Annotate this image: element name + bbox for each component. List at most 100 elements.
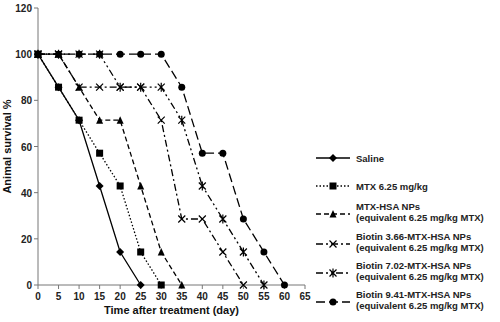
legend-label: Biotin 7.02-MTX-HSA NPs(equivalent 6.25 … [356, 260, 484, 282]
y-tick [34, 8, 38, 9]
marker [199, 150, 206, 157]
legend-label-line: (equivalent 6.25 mg/kg MTX) [356, 271, 484, 282]
marker [137, 51, 144, 58]
marker [137, 83, 144, 92]
legend-label: Biotin 3.66-MTX-HSA NPs(equivalent 6.25 … [356, 231, 484, 253]
marker [76, 50, 83, 59]
x-tick-label: 55 [258, 291, 270, 302]
marker [178, 84, 185, 91]
x-tick-label: 5 [56, 291, 62, 302]
x-axis-label: Time after treatment (day) [104, 304, 239, 316]
legend-label: Saline [356, 153, 384, 164]
marker [178, 281, 185, 289]
y-tick [34, 100, 38, 101]
y-tick [34, 192, 38, 193]
series-line [38, 54, 182, 285]
x-tick [58, 285, 59, 289]
x-tick-label: 25 [135, 291, 147, 302]
x-tick [202, 285, 203, 289]
x-tick-label: 15 [94, 291, 106, 302]
marker [330, 241, 337, 248]
y-tick-label: 80 [21, 95, 33, 106]
marker [55, 83, 63, 91]
marker [55, 51, 62, 58]
x-tick-label: 65 [299, 291, 311, 302]
legend-label: MTX 6.25 mg/kg [356, 181, 428, 192]
marker [117, 51, 124, 58]
y-tick [34, 146, 38, 147]
marker [96, 182, 104, 190]
marker [178, 116, 185, 125]
legend-label-line: Biotin 7.02-MTX-HSA NPs [356, 260, 471, 271]
marker [117, 83, 124, 92]
marker [137, 281, 145, 289]
legend-label-line: (equivalent 6.25 mg/kg MTX) [356, 212, 484, 223]
marker [158, 282, 165, 289]
x-tick-label: 0 [35, 291, 41, 302]
marker [240, 215, 247, 222]
marker [330, 299, 337, 306]
y-axis-label: Animal survival % [1, 99, 13, 193]
y-tick [34, 238, 38, 239]
x-tick-label: 60 [279, 291, 291, 302]
marker [199, 215, 206, 222]
marker [96, 116, 103, 124]
marker [330, 210, 337, 218]
y-tick-label: 120 [15, 3, 32, 14]
marker [35, 51, 42, 58]
x-tick [79, 285, 80, 289]
marker [178, 215, 185, 222]
y-tick [34, 285, 38, 286]
marker [34, 50, 42, 58]
marker [260, 248, 267, 255]
x-tick [99, 285, 100, 289]
marker [117, 182, 124, 189]
x-tick-label: 40 [197, 291, 209, 302]
marker [260, 281, 267, 290]
legend-label-line: MTX 6.25 mg/kg [356, 181, 428, 192]
marker [55, 51, 62, 58]
legend-label-line: (equivalent 6.25 mg/kg MTX) [356, 300, 484, 311]
marker [96, 84, 103, 91]
marker [219, 248, 226, 255]
series-line [38, 54, 284, 285]
marker [55, 84, 62, 91]
chart: 0204060801001200510152025303540455055606… [0, 0, 500, 322]
series-line [38, 54, 243, 285]
marker [35, 50, 42, 59]
marker [35, 51, 42, 58]
marker [116, 248, 124, 256]
marker [219, 214, 226, 223]
y-tick-label: 0 [26, 280, 32, 291]
legend-label: MTX-HSA NPs(equivalent 6.25 mg/kg MTX) [356, 201, 484, 223]
marker [96, 51, 103, 58]
marker [137, 182, 144, 190]
marker [55, 50, 62, 58]
marker [96, 150, 103, 157]
y-tick-label: 20 [21, 234, 33, 245]
x-tick-label: 50 [238, 291, 250, 302]
marker [219, 150, 226, 157]
marker [158, 117, 165, 124]
legend-label-line: Biotin 3.66-MTX-HSA NPs [356, 231, 471, 242]
x-tick-label: 35 [176, 291, 188, 302]
legend-label-line: (equivalent 6.25 mg/kg MTX) [356, 242, 484, 253]
legend-label-line: Saline [356, 153, 384, 164]
legend-label: Biotin 9.41-MTX-HSA NPs(equivalent 6.25 … [356, 289, 484, 311]
marker [137, 248, 144, 255]
marker [76, 117, 83, 124]
marker [35, 51, 42, 58]
marker [240, 282, 247, 289]
marker [35, 50, 42, 58]
plot-area [34, 50, 288, 290]
legend-label-line: MTX-HSA NPs [356, 201, 420, 212]
marker [76, 84, 83, 91]
marker [75, 116, 83, 124]
legend-label-line: Biotin 9.41-MTX-HSA NPs [356, 289, 471, 300]
marker [158, 83, 165, 92]
marker [281, 282, 288, 289]
marker [329, 154, 337, 162]
marker [240, 247, 247, 256]
marker [199, 181, 206, 190]
x-tick-label: 10 [74, 291, 86, 302]
